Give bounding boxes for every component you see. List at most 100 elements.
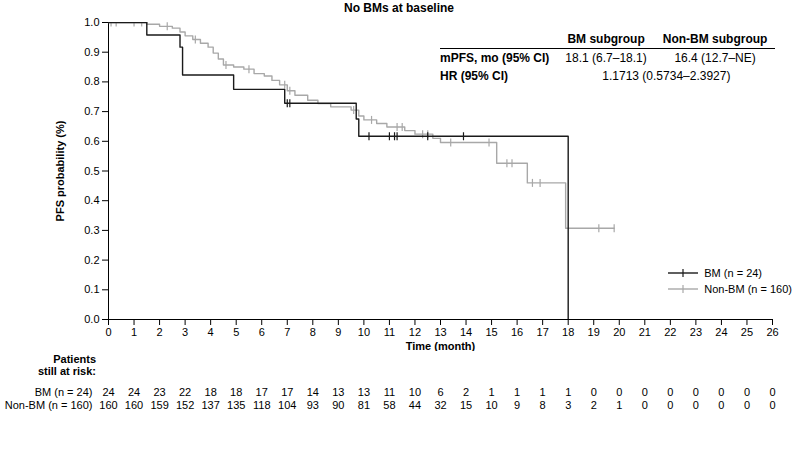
svg-text:159: 159 — [150, 399, 168, 411]
svg-text:104: 104 — [278, 399, 296, 411]
svg-text:5: 5 — [233, 326, 239, 338]
svg-text:0: 0 — [744, 399, 750, 411]
svg-text:Non-BM (n = 160): Non-BM (n = 160) — [5, 399, 93, 411]
svg-text:13: 13 — [434, 326, 446, 338]
svg-text:8: 8 — [310, 326, 316, 338]
svg-text:11: 11 — [384, 326, 395, 338]
svg-text:0.4: 0.4 — [84, 194, 99, 206]
svg-text:17: 17 — [281, 386, 293, 398]
svg-text:0.5: 0.5 — [84, 165, 99, 177]
svg-text:0: 0 — [667, 399, 673, 411]
svg-text:0: 0 — [591, 386, 597, 398]
svg-text:0: 0 — [744, 386, 750, 398]
svg-text:23: 23 — [153, 386, 165, 398]
svg-text:90: 90 — [332, 399, 344, 411]
svg-text:3: 3 — [565, 399, 571, 411]
svg-text:6: 6 — [437, 386, 443, 398]
svg-text:19: 19 — [588, 326, 600, 338]
svg-text:PFS probability (%): PFS probability (%) — [54, 120, 66, 221]
svg-text:23: 23 — [690, 326, 702, 338]
svg-text:0: 0 — [693, 399, 699, 411]
svg-text:4: 4 — [208, 326, 214, 338]
svg-text:0.6: 0.6 — [84, 135, 99, 147]
svg-text:3: 3 — [182, 326, 188, 338]
svg-text:0.3: 0.3 — [84, 224, 99, 236]
svg-text:0: 0 — [642, 399, 648, 411]
svg-text:0.0: 0.0 — [84, 313, 99, 325]
svg-text:7: 7 — [284, 326, 290, 338]
svg-text:1.0: 1.0 — [84, 16, 99, 28]
svg-text:0: 0 — [769, 386, 775, 398]
svg-text:13: 13 — [358, 386, 370, 398]
svg-text:32: 32 — [434, 399, 446, 411]
svg-text:1: 1 — [616, 399, 622, 411]
svg-text:160: 160 — [125, 399, 143, 411]
svg-text:26: 26 — [766, 326, 778, 338]
svg-text:24: 24 — [102, 386, 114, 398]
svg-text:12: 12 — [409, 326, 421, 338]
svg-text:9: 9 — [335, 326, 341, 338]
svg-text:14: 14 — [307, 386, 319, 398]
svg-text:135: 135 — [227, 399, 245, 411]
svg-text:24: 24 — [128, 386, 140, 398]
svg-text:0.7: 0.7 — [84, 105, 99, 117]
svg-text:13: 13 — [332, 386, 344, 398]
svg-text:6: 6 — [259, 326, 265, 338]
svg-text:0: 0 — [642, 386, 648, 398]
svg-text:0: 0 — [616, 386, 622, 398]
svg-text:2: 2 — [591, 399, 597, 411]
svg-text:18: 18 — [205, 386, 217, 398]
svg-text:16: 16 — [511, 326, 523, 338]
svg-text:17: 17 — [537, 326, 549, 338]
svg-text:0: 0 — [769, 399, 775, 411]
svg-text:81: 81 — [358, 399, 370, 411]
svg-text:1: 1 — [565, 386, 571, 398]
svg-text:10: 10 — [358, 326, 370, 338]
svg-text:25: 25 — [741, 326, 753, 338]
svg-text:17: 17 — [256, 386, 268, 398]
html-text:BM subgroup: BM subgroup — [567, 32, 645, 46]
svg-text:10: 10 — [485, 399, 497, 411]
svg-text:18: 18 — [230, 386, 242, 398]
svg-text:2: 2 — [463, 386, 469, 398]
svg-text:1: 1 — [540, 386, 546, 398]
svg-text:118: 118 — [253, 399, 271, 411]
svg-text:15: 15 — [460, 399, 472, 411]
svg-text:0.1: 0.1 — [84, 283, 99, 295]
svg-text:BM (n = 24): BM (n = 24) — [35, 386, 93, 398]
svg-text:1: 1 — [489, 386, 495, 398]
svg-text:44: 44 — [409, 399, 421, 411]
svg-text:22: 22 — [179, 386, 191, 398]
svg-text:0: 0 — [667, 386, 673, 398]
svg-text:15: 15 — [485, 326, 497, 338]
svg-text:0: 0 — [718, 386, 724, 398]
svg-text:0.2: 0.2 — [84, 254, 99, 266]
html-text:mPFS, mo (95% CI): mPFS, mo (95% CI) — [440, 51, 550, 65]
svg-text:Time (month): Time (month) — [406, 340, 476, 352]
svg-text:2: 2 — [157, 326, 163, 338]
svg-text:8: 8 — [540, 399, 546, 411]
svg-text:93: 93 — [307, 399, 319, 411]
svg-text:152: 152 — [176, 399, 194, 411]
svg-text:10: 10 — [409, 386, 421, 398]
svg-text:11: 11 — [384, 386, 395, 398]
svg-text:24: 24 — [715, 326, 727, 338]
svg-text:160: 160 — [99, 399, 117, 411]
svg-text:58: 58 — [383, 399, 395, 411]
svg-text:20: 20 — [613, 326, 625, 338]
svg-text:0.8: 0.8 — [84, 75, 99, 87]
svg-text:14: 14 — [460, 326, 472, 338]
svg-text:0: 0 — [693, 386, 699, 398]
html-text:Non-BM subgroup: Non-BM subgroup — [662, 32, 768, 46]
html-text:No BMs at baseline: No BMs at baseline — [344, 1, 454, 15]
svg-text:0: 0 — [105, 326, 111, 338]
svg-text:22: 22 — [664, 326, 676, 338]
svg-text:0.9: 0.9 — [84, 46, 99, 58]
svg-text:21: 21 — [639, 326, 651, 338]
svg-text:1: 1 — [131, 326, 137, 338]
svg-text:0: 0 — [718, 399, 724, 411]
svg-text:1: 1 — [514, 386, 520, 398]
svg-text:137: 137 — [201, 399, 219, 411]
svg-text:18: 18 — [562, 326, 574, 338]
svg-text:9: 9 — [514, 399, 520, 411]
